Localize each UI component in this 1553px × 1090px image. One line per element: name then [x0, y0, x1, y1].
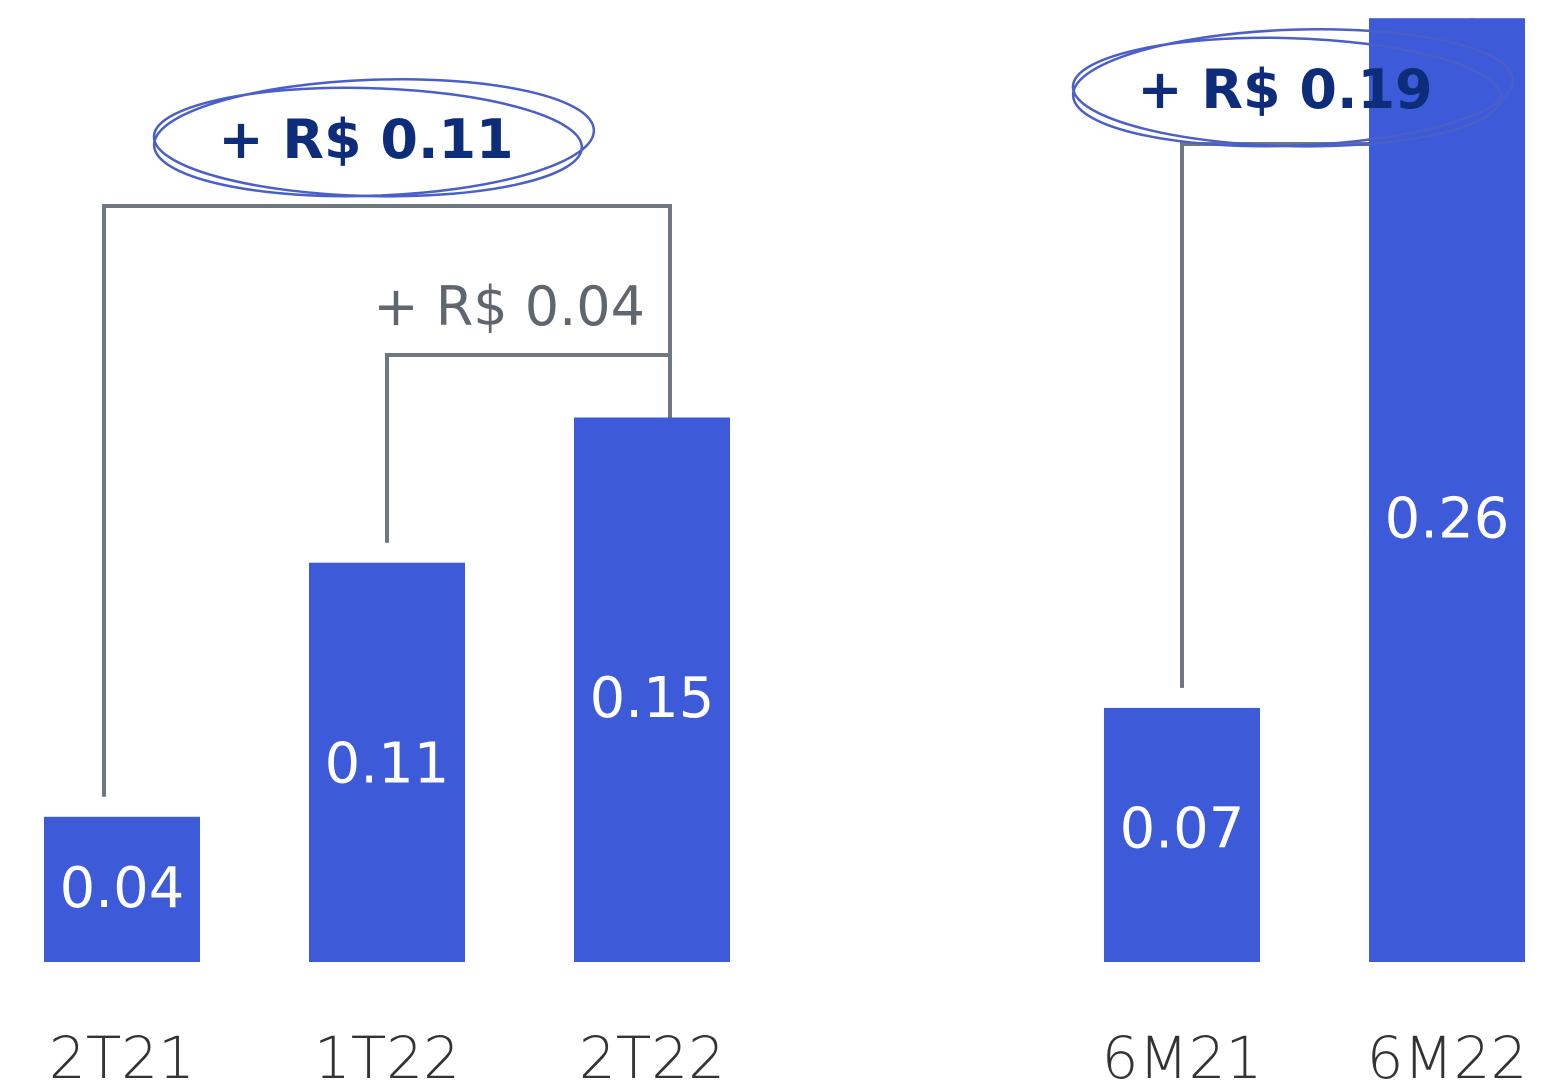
- delta-label-1T22-2T22: + R$ 0.04: [373, 275, 645, 338]
- bracket-2T21-2T22: [102, 204, 672, 797]
- category-label-2T21: 2T21: [49, 1024, 195, 1090]
- bracket-1T22-2T22: [385, 353, 672, 543]
- bar-value-label-6M22: 0.26: [1385, 486, 1510, 551]
- bar-value-label-6M21: 0.07: [1120, 797, 1245, 862]
- category-label-6M22: 6M22: [1367, 1024, 1528, 1090]
- bar-value-label-1T22: 0.11: [325, 731, 450, 796]
- category-label-1T22: 1T22: [314, 1024, 460, 1090]
- delta-label-2T21-2T22: + R$ 0.11: [218, 108, 513, 171]
- bar-2T21: [44, 816, 200, 962]
- bar-value-label-2T22: 0.15: [590, 666, 715, 731]
- category-label-2T22: 2T22: [579, 1024, 725, 1090]
- bar-1T22: [309, 562, 465, 962]
- highlight-scribble-inner-6M21-6M22: [1071, 36, 1503, 148]
- category-label-6M21: 6M21: [1102, 1024, 1263, 1090]
- highlight-scribble-inner-2T21-2T22: [152, 86, 584, 198]
- bar-6M21: [1104, 707, 1260, 962]
- bars-layer: [44, 18, 1525, 962]
- bar-6M22: [1369, 18, 1525, 962]
- delta-label-6M21-6M22: + R$ 0.19: [1137, 58, 1432, 121]
- bar-2T22: [574, 417, 730, 962]
- bar-value-label-2T21: 0.04: [60, 856, 185, 921]
- labels-layer: 0.04 2T21 0.11 1T22 0.15 2T22 + R$ 0.11 + R$ 0.…: [49, 27, 1528, 1090]
